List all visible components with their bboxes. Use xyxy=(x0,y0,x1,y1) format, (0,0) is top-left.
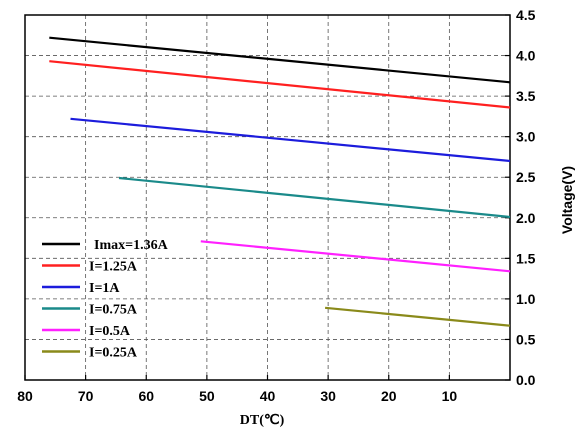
y-tick-label: 1.5 xyxy=(516,250,536,266)
y-tick-label: 3.0 xyxy=(516,129,536,145)
legend: Imax=1.36A I=1.25A I=1A I=0.75A I=0.5A I=0.25… xyxy=(42,238,169,361)
series-line xyxy=(324,306,511,327)
legend-label: Imax=1.36A xyxy=(94,238,169,253)
y-tick-label: 1.0 xyxy=(516,291,536,307)
y-tick-label: 4.0 xyxy=(516,48,536,64)
legend-label: I=0.25A xyxy=(89,346,138,361)
y-tick-label: 3.5 xyxy=(516,88,536,104)
series-lines xyxy=(49,36,511,327)
series-line xyxy=(118,176,511,219)
series-line xyxy=(70,117,511,163)
axis-ticks: 80 70 60 50 40 30 20 10 0.0 0.5 1.0 1.5 2.0 2.5 3.0 3.5… xyxy=(17,7,535,404)
x-axis-label: DT(℃) xyxy=(240,413,285,428)
x-tick-label: 40 xyxy=(260,388,276,404)
y-tick-label: 2.5 xyxy=(516,169,536,185)
series-line xyxy=(49,60,511,109)
series-line xyxy=(200,240,511,273)
x-tick-label: 30 xyxy=(320,388,336,404)
x-tick-label: 50 xyxy=(199,388,215,404)
y-tick-label: 2.0 xyxy=(516,210,536,226)
x-tick-label: 20 xyxy=(381,388,397,404)
y-tick-label: 0.5 xyxy=(516,331,536,347)
x-tick-label: 60 xyxy=(138,388,154,404)
legend-label: I=1A xyxy=(89,281,120,296)
series-line xyxy=(49,36,511,84)
y-axis-label: Voltage(V) xyxy=(559,166,575,234)
legend-label: I=1.25A xyxy=(89,260,138,275)
y-tick-label: 4.5 xyxy=(516,7,536,23)
y-tick-label: 0.0 xyxy=(516,372,536,388)
legend-label: I=0.5A xyxy=(89,324,131,339)
x-tick-label: 70 xyxy=(78,388,94,404)
legend-label: I=0.75A xyxy=(89,303,138,318)
x-tick-label: 10 xyxy=(442,388,458,404)
x-tick-label: 80 xyxy=(17,388,33,404)
